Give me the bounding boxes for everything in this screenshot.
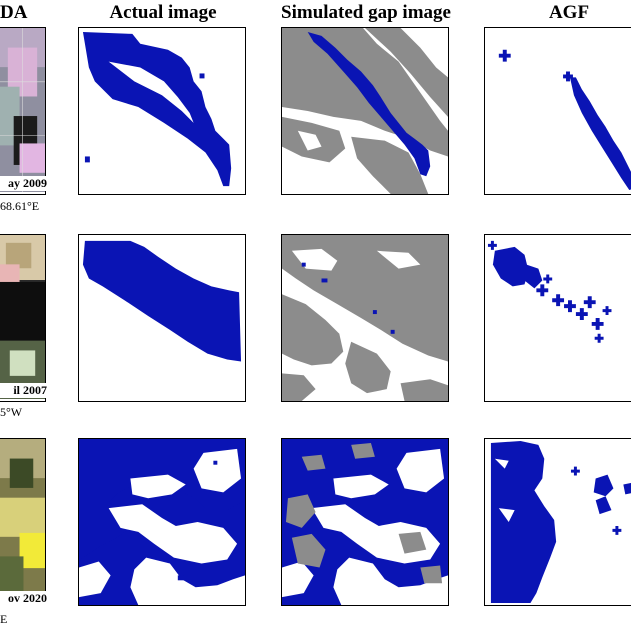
date-label-row2: il 2007 (0, 383, 47, 398)
panel-simulated-row2 (281, 234, 449, 402)
panel-actual-row2 (78, 234, 246, 402)
satellite-photo-row3 (0, 438, 46, 606)
col-header-simulated-gap-image: Simulated gap image (281, 2, 451, 23)
coord-label-row1: 68.61°E (0, 199, 40, 213)
satellite-photo-row1 (0, 27, 46, 195)
date-label-row1: ay 2009 (0, 176, 47, 191)
col-header-partial: DA (0, 2, 28, 23)
panel-actual-row1 (78, 27, 246, 195)
panel-agf-row2 (484, 234, 631, 402)
coord-label-row3: E (0, 612, 8, 626)
panel-simulated-row3 (281, 438, 449, 606)
date-label-row3: ov 2020 (0, 591, 47, 606)
panel-agf-row3 (484, 438, 631, 606)
panel-simulated-row1 (281, 27, 449, 195)
coord-label-row2: 5°W (0, 405, 23, 419)
col-header-agf: AGF (548, 2, 590, 23)
col-header-actual-image: Actual image (109, 2, 217, 23)
panel-agf-row1 (484, 27, 631, 195)
panel-actual-row3 (78, 438, 246, 606)
satellite-photo-row2 (0, 234, 46, 402)
